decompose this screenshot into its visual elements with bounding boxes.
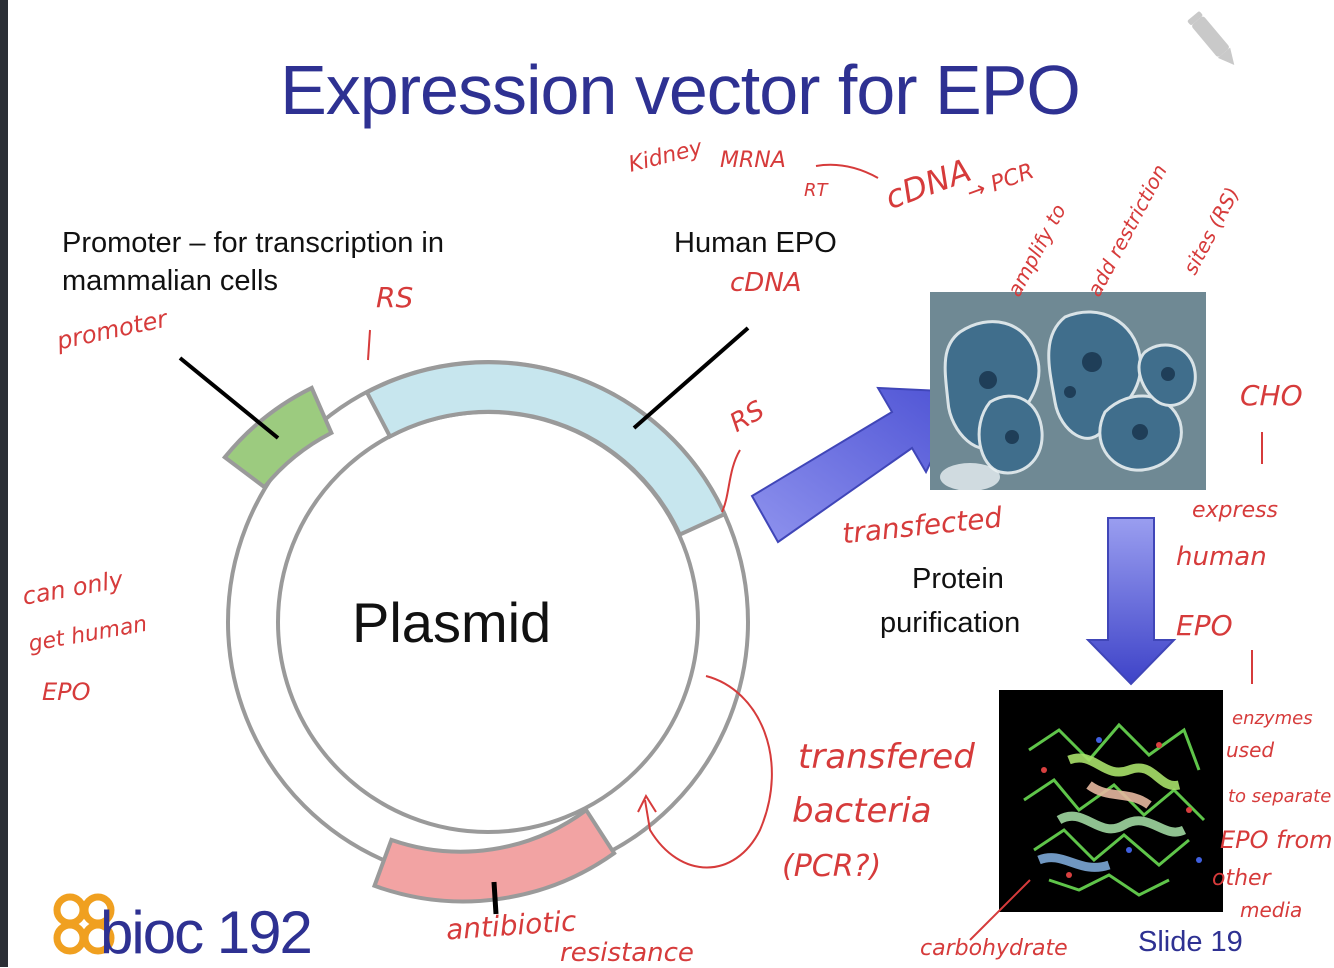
note-enzymes-5: other (1212, 866, 1271, 891)
note-express: express (1192, 498, 1279, 523)
note-cho: CHO (1240, 379, 1303, 412)
slide-title: Expression vector for EPO (280, 51, 1081, 129)
plasmid-label: Plasmid (352, 591, 552, 654)
note-enzymes-2: used (1226, 738, 1275, 762)
course-logo-text: bioc 192 (100, 899, 313, 966)
note-enzymes-6: media (1240, 898, 1303, 922)
resistance-marker (491, 881, 499, 915)
protein-label-line1: Protein (912, 563, 1004, 595)
note-cdna-2: cDNA (730, 268, 802, 298)
note-antibiotic-2: resistance (560, 938, 694, 968)
note-can-only-3: EPO (42, 678, 91, 706)
purification-arrow (1085, 517, 1177, 686)
note-rs-1: RS (376, 281, 414, 314)
note-transfered: transfered (798, 737, 975, 777)
slide-number: Slide 19 (1138, 926, 1243, 958)
epo-leader-line (632, 326, 750, 430)
note-pcr-question: (PCR?) (782, 849, 882, 884)
note-epo: EPO (1176, 609, 1233, 642)
promoter-label-line2: mammalian cells (62, 265, 278, 297)
note-enzymes-4: EPO from (1220, 826, 1333, 854)
note-rt: RT (804, 180, 828, 201)
protein-label-line2: purification (880, 607, 1021, 639)
cho-cells-image (930, 292, 1206, 490)
note-mrna: MRNA (720, 148, 786, 173)
note-human: human (1176, 542, 1267, 572)
epo-protein-structure-image (999, 690, 1223, 912)
promoter-label-line1: Promoter – for transcription in (62, 227, 444, 259)
human-epo-label: Human EPO (674, 227, 837, 259)
note-enzymes-1: enzymes (1232, 708, 1313, 729)
antibiotic-resistance-segment (371, 807, 617, 904)
note-bacteria: bacteria (792, 791, 932, 831)
epo-cdna-segment (364, 360, 728, 538)
promoter-leader-line (178, 356, 280, 440)
note-enzymes-3: to separate (1228, 786, 1332, 807)
note-carbohydrate: carbohydrate (920, 936, 1068, 961)
window-edge (0, 0, 8, 967)
